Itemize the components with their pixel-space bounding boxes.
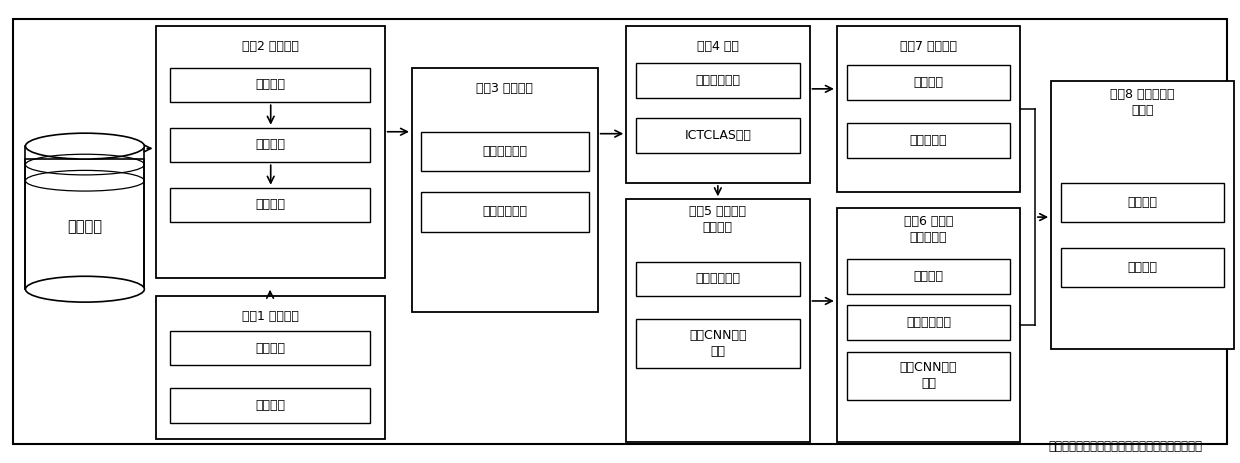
Text: 数据下载: 数据下载 — [255, 399, 285, 412]
Bar — [626, 26, 810, 183]
Bar — [847, 259, 1011, 294]
Text: 模块6 电商评
论情感分类: 模块6 电商评 论情感分类 — [904, 215, 954, 244]
Text: 基于CNN情感
分类: 基于CNN情感 分类 — [689, 329, 746, 358]
Text: 系统实现: 系统实现 — [1127, 261, 1158, 274]
Bar — [420, 132, 589, 171]
Bar — [847, 306, 1011, 340]
Bar — [170, 68, 370, 102]
Text: 基于深度学习的社交网络文本情感细粒度分类系统: 基于深度学习的社交网络文本情感细粒度分类系统 — [1048, 440, 1202, 453]
Bar — [847, 65, 1011, 100]
Bar — [170, 128, 370, 162]
Text: 情感标注方法: 情感标注方法 — [482, 206, 527, 219]
Bar — [847, 123, 1011, 157]
Text: 一轮清洗: 一轮清洗 — [255, 78, 285, 91]
Text: 模块7 热度地图: 模块7 热度地图 — [900, 40, 957, 53]
Text: 词向量预训练: 词向量预训练 — [696, 272, 740, 285]
Bar — [636, 63, 800, 98]
Bar — [626, 199, 810, 442]
Bar — [636, 262, 800, 296]
Text: 词向量预训练: 词向量预训练 — [906, 316, 951, 329]
Bar — [847, 351, 1011, 400]
Bar — [837, 26, 1021, 192]
Text: ICTCLAS分词: ICTCLAS分词 — [684, 129, 751, 142]
Text: 系统设计: 系统设计 — [1127, 196, 1158, 209]
Ellipse shape — [26, 133, 144, 159]
Text: 模块4 分词: 模块4 分词 — [697, 40, 739, 53]
Text: 模块8 系统的设计
与实现: 模块8 系统的设计 与实现 — [1111, 88, 1176, 117]
Bar — [170, 188, 370, 222]
Bar — [155, 26, 384, 278]
Text: 数据获取: 数据获取 — [914, 76, 944, 89]
Text: 数据爬取: 数据爬取 — [255, 342, 285, 355]
Text: 模块5 微博文本
情感分类: 模块5 微博文本 情感分类 — [689, 206, 746, 234]
Bar — [27, 35, 143, 153]
Bar — [155, 296, 384, 439]
Bar — [170, 331, 370, 365]
Text: 网络词典加入: 网络词典加入 — [696, 74, 740, 87]
Bar — [636, 119, 800, 153]
Text: 三轮清洗: 三轮清洗 — [255, 199, 285, 212]
Bar — [1061, 183, 1224, 222]
Text: 二轮清洗: 二轮清洗 — [255, 138, 285, 151]
Bar — [412, 68, 598, 312]
Bar — [1061, 248, 1224, 287]
Text: 图形化展示: 图形化展示 — [910, 134, 947, 147]
Text: 基于CNN情感
分类: 基于CNN情感 分类 — [900, 361, 957, 390]
Bar — [837, 208, 1021, 442]
Bar — [170, 388, 370, 423]
Bar — [420, 192, 589, 232]
Bar — [26, 159, 144, 289]
Text: 实例迁移: 实例迁移 — [914, 270, 944, 283]
Text: 情感标注标准: 情感标注标准 — [482, 145, 527, 158]
Ellipse shape — [26, 276, 144, 302]
Bar — [636, 319, 800, 368]
Text: 微博数据: 微博数据 — [67, 219, 103, 234]
Text: 模块2 数据清洗: 模块2 数据清洗 — [242, 40, 299, 53]
Bar — [1052, 81, 1234, 349]
Text: 模块1 数据获取: 模块1 数据获取 — [242, 310, 299, 323]
Text: 模块3 情感标注: 模块3 情感标注 — [476, 82, 533, 95]
